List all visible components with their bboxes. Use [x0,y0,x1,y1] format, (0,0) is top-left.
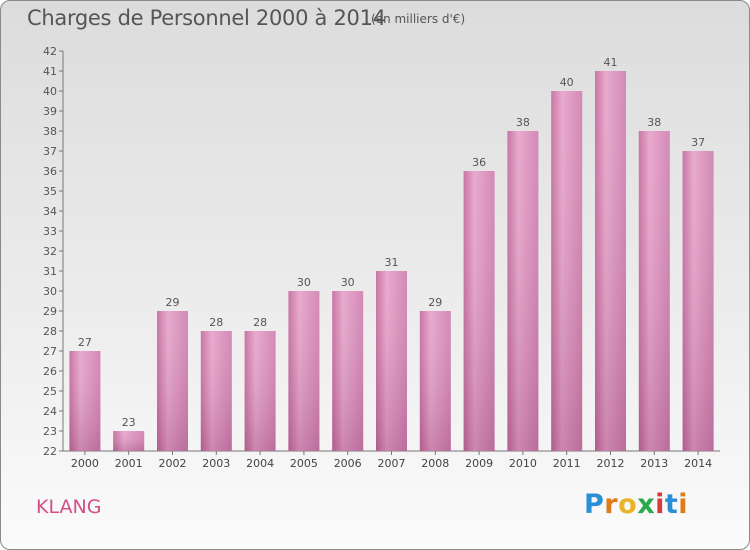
bar-shade [113,431,145,451]
x-tick-label: 2006 [334,457,362,470]
bar-shade [376,271,407,451]
bar-shade [69,351,101,451]
logo-letter: o [618,489,638,520]
y-tick-label: 38 [43,125,57,138]
logo-letter: i [655,489,665,520]
data-label: 29 [428,296,442,309]
data-label: 31 [385,256,399,269]
y-tick-label: 31 [43,265,57,278]
commune-name: KLANG [36,496,102,518]
data-label: 30 [297,276,311,289]
x-tick-label: 2007 [378,457,406,470]
data-label: 37 [691,136,705,149]
y-tick-label: 25 [43,385,57,398]
logo-letter: i [678,489,689,520]
bar-shade [595,71,626,451]
y-tick-label: 29 [43,305,57,318]
data-label: 23 [122,416,136,429]
x-tick-label: 2013 [640,457,668,470]
y-tick-label: 34 [43,205,57,218]
y-tick-label: 35 [43,185,57,198]
data-label: 30 [341,276,355,289]
bar-shade [200,331,232,451]
bar-shade [507,131,539,451]
logo-letter: P [584,489,605,520]
bar-shade [244,331,276,451]
data-label: 29 [166,296,180,309]
axes: 22 23 24 25 26 27 28 29 30 31 32 33 34 35 36 37 38 39 40 41… [43,45,720,470]
y-tick-label: 41 [43,65,57,78]
y-tick-label: 28 [43,325,57,338]
data-label: 38 [516,116,530,129]
bar-shade [419,311,451,451]
x-tick-label: 2003 [202,457,230,470]
data-label: 28 [209,316,223,329]
y-tick-label: 27 [43,345,57,358]
logo-letter: t [664,489,679,520]
proxiti-logo: Proxiti [584,489,688,520]
x-tick-label: 2005 [290,457,318,470]
data-label: 27 [78,336,92,349]
chart-subtitle: (en milliers d'€) [371,12,466,26]
y-tick-label: 32 [43,245,57,258]
bar-shade [682,151,714,451]
x-tick-label: 2009 [465,457,493,470]
data-label: 28 [253,316,267,329]
bar-shade [551,91,583,451]
y-tick-label: 40 [43,85,57,98]
data-label: 38 [647,116,661,129]
x-tick-label: 2002 [159,457,187,470]
chart-title: Charges de Personnel 2000 à 2014 [27,6,386,30]
y-tick-label: 22 [43,445,57,458]
data-labels: 27 23 29 28 28 30 30 31 29 36 38 40 41 38 37 [78,56,705,429]
data-label: 36 [472,156,486,169]
x-tick-label: 2000 [71,457,99,470]
x-tick-label: 2014 [684,457,712,470]
bar-shade [157,311,188,451]
y-tick-label: 26 [43,365,57,378]
data-label: 40 [560,76,574,89]
y-tick-label: 33 [43,225,57,238]
data-label: 41 [604,56,618,69]
logo-letter: x [637,489,656,520]
logo-letter: r [604,489,619,520]
bar-shade [288,291,320,451]
bar-shade [332,291,364,451]
x-tick-label: 2004 [246,457,274,470]
y-tick-label: 24 [43,405,57,418]
bars [69,71,714,451]
y-tick-label: 23 [43,425,57,438]
y-tick-label: 37 [43,145,57,158]
bar-shade [463,171,495,451]
y-tick-label: 39 [43,105,57,118]
x-tick-label: 2001 [115,457,143,470]
y-tick-label: 36 [43,165,57,178]
y-tick-label: 30 [43,285,57,298]
x-tick-label: 2011 [553,457,581,470]
x-tick-label: 2012 [597,457,625,470]
x-tick-label: 2008 [421,457,449,470]
x-tick-label: 2010 [509,457,537,470]
y-tick-label: 42 [43,45,57,58]
bar-shade [638,131,670,451]
